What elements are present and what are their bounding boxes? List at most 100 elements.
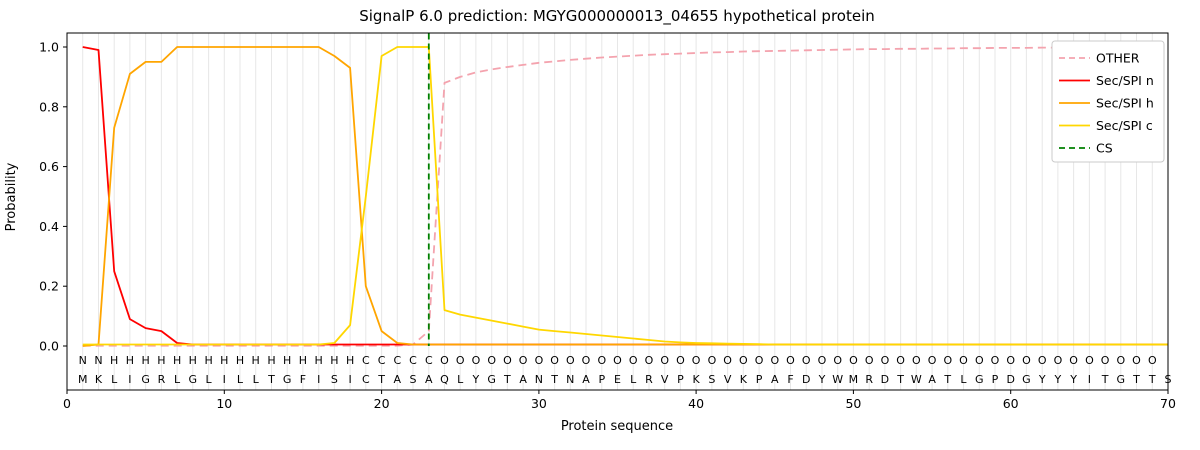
region-letter: O xyxy=(440,354,449,367)
sequence-letter: W xyxy=(832,373,843,386)
sequence-letter: G xyxy=(975,373,984,386)
series-line-other xyxy=(82,46,1169,347)
region-letter: C xyxy=(393,354,401,367)
sequence-letter: R xyxy=(645,373,653,386)
region-letter: O xyxy=(582,354,591,367)
sequence-letter: Q xyxy=(440,373,449,386)
sequence-letter: S xyxy=(708,373,715,386)
region-letter: O xyxy=(566,354,575,367)
sequence-letter: L xyxy=(237,373,244,386)
region-letter: O xyxy=(1132,354,1141,367)
region-letter: O xyxy=(1116,354,1125,367)
region-letter: O xyxy=(881,354,890,367)
region-letter: H xyxy=(346,354,354,367)
region-letter: H xyxy=(189,354,197,367)
sequence-letter: F xyxy=(300,373,306,386)
sequence-letter: G xyxy=(1117,373,1126,386)
sequence-letter: Y xyxy=(472,373,480,386)
region-letter: O xyxy=(1101,354,1110,367)
region-letter: O xyxy=(1022,354,1031,367)
region-letter: O xyxy=(1148,354,1157,367)
sequence-letter: I xyxy=(223,373,226,386)
sequence-letter: T xyxy=(550,373,558,386)
sequence-letter: R xyxy=(158,373,166,386)
sequence-letter: I xyxy=(128,373,131,386)
sequence-letter: Y xyxy=(818,373,826,386)
sequence-letter: F xyxy=(787,373,793,386)
y-tick-label: 0.6 xyxy=(39,159,59,174)
sequence-letter: L xyxy=(206,373,213,386)
sequence-letter: L xyxy=(253,373,260,386)
region-letter: O xyxy=(629,354,638,367)
sequence-letter: T xyxy=(503,373,511,386)
region-letter: N xyxy=(94,354,102,367)
region-letter: H xyxy=(236,354,244,367)
sequence-letter: K xyxy=(692,373,700,386)
legend-item-label: CS xyxy=(1096,141,1113,156)
region-letter: H xyxy=(315,354,323,367)
region-letter: C xyxy=(409,354,417,367)
sequence-letter: K xyxy=(740,373,748,386)
region-letter: O xyxy=(472,354,481,367)
legend-box xyxy=(1051,40,1165,163)
sequence-letter: I xyxy=(348,373,351,386)
region-letter: O xyxy=(818,354,827,367)
sequence-letter: N xyxy=(535,373,543,386)
sequence-letter: D xyxy=(1006,373,1014,386)
sequence-letter: A xyxy=(394,373,402,386)
sequence-letter: M xyxy=(849,373,859,386)
region-letter: O xyxy=(959,354,968,367)
y-tick-label: 0.8 xyxy=(39,99,59,114)
y-tick-label: 0.0 xyxy=(39,339,59,354)
sequence-letter: R xyxy=(865,373,873,386)
region-letter: H xyxy=(299,354,307,367)
sequence-letter: V xyxy=(661,373,669,386)
region-letter: O xyxy=(676,354,685,367)
x-axis-label: Protein sequence xyxy=(561,419,673,434)
region-letter: O xyxy=(645,354,654,367)
x-tick-label: 60 xyxy=(1003,396,1019,411)
sequence-letter: A xyxy=(928,373,936,386)
chart-title: SignalP 6.0 prediction: MGYG000000013_04… xyxy=(359,7,875,26)
sequence-letter: I xyxy=(1088,373,1091,386)
sequence-letter: P xyxy=(992,373,999,386)
x-tick-label: 30 xyxy=(531,396,547,411)
sequence-letter: A xyxy=(425,373,433,386)
sequence-letter: T xyxy=(1148,373,1156,386)
sequence-letter: D xyxy=(802,373,810,386)
sequence-letter: S xyxy=(410,373,417,386)
sequence-letter: E xyxy=(614,373,621,386)
sequence-letter: I xyxy=(317,373,320,386)
legend-item-label: Sec/SPI n xyxy=(1096,73,1154,88)
region-letter: O xyxy=(833,354,842,367)
region-letter: O xyxy=(739,354,748,367)
y-tick-label: 0.2 xyxy=(39,279,59,294)
region-letter: H xyxy=(283,354,291,367)
sequence-letter: G xyxy=(141,373,150,386)
region-letter: H xyxy=(220,354,228,367)
region-letter: N xyxy=(79,354,87,367)
region-letter: H xyxy=(267,354,275,367)
region-letter: O xyxy=(519,354,528,367)
region-letter: O xyxy=(975,354,984,367)
region-letter: O xyxy=(692,354,701,367)
sequence-letter: P xyxy=(677,373,684,386)
series-line-sec-spi-c xyxy=(82,46,1168,346)
region-letter: O xyxy=(1054,354,1063,367)
region-letter: O xyxy=(503,354,512,367)
region-letter: O xyxy=(786,354,795,367)
sequence-letter: P xyxy=(598,373,605,386)
sequence-letter: Y xyxy=(1054,373,1062,386)
plot-border xyxy=(66,32,1169,391)
sequence-letter: S xyxy=(1165,373,1172,386)
sequence-letter: D xyxy=(881,373,889,386)
legend-item-label: Sec/SPI c xyxy=(1096,118,1153,133)
region-letter: O xyxy=(928,354,937,367)
sequence-letter: Y xyxy=(1038,373,1046,386)
x-tick-label: 50 xyxy=(845,396,861,411)
region-letter: O xyxy=(755,354,764,367)
sequence-letter: G xyxy=(1022,373,1031,386)
region-letter: O xyxy=(991,354,1000,367)
